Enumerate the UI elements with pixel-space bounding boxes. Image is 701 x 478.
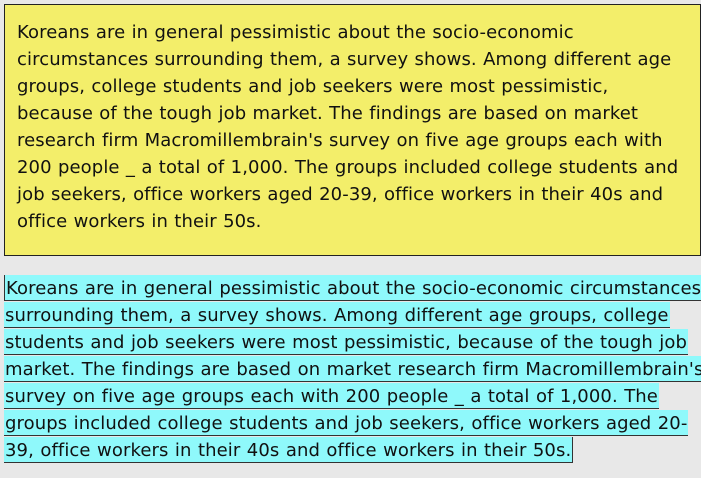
highlighted-line-text: Koreans are in general pessimistic about… [4,275,701,301]
paragraph-text: Koreans are in general pessimistic about… [17,22,679,232]
highlighted-line: surrounding them, a survey shows. Among … [4,302,694,329]
highlighted-line-text: 39, office workers in their 40s and offi… [4,437,574,463]
highlighted-line-text: students and job seekers were most pessi… [4,329,689,355]
highlighted-line: students and job seekers were most pessi… [4,329,694,356]
highlighted-line: survey on five age groups each with 200 … [4,383,694,410]
highlighted-line: 39, office workers in their 40s and offi… [4,437,694,464]
highlighted-line: market. The findings are based on market… [4,356,701,383]
highlighted-line: Koreans are in general pessimistic about… [4,275,701,302]
highlighted-line-text: surrounding them, a survey shows. Among … [4,302,670,328]
highlighted-line-text: groups included college students and job… [4,410,689,436]
highlighted-line: groups included college students and job… [4,410,694,437]
highlighted-text-selection[interactable]: Koreans are in general pessimistic about… [4,275,701,464]
highlighted-line-text: survey on five age groups each with 200 … [4,383,659,409]
highlighted-line-text: market. The findings are based on market… [4,356,701,382]
yellow-text-box: Koreans are in general pessimistic about… [4,4,701,256]
